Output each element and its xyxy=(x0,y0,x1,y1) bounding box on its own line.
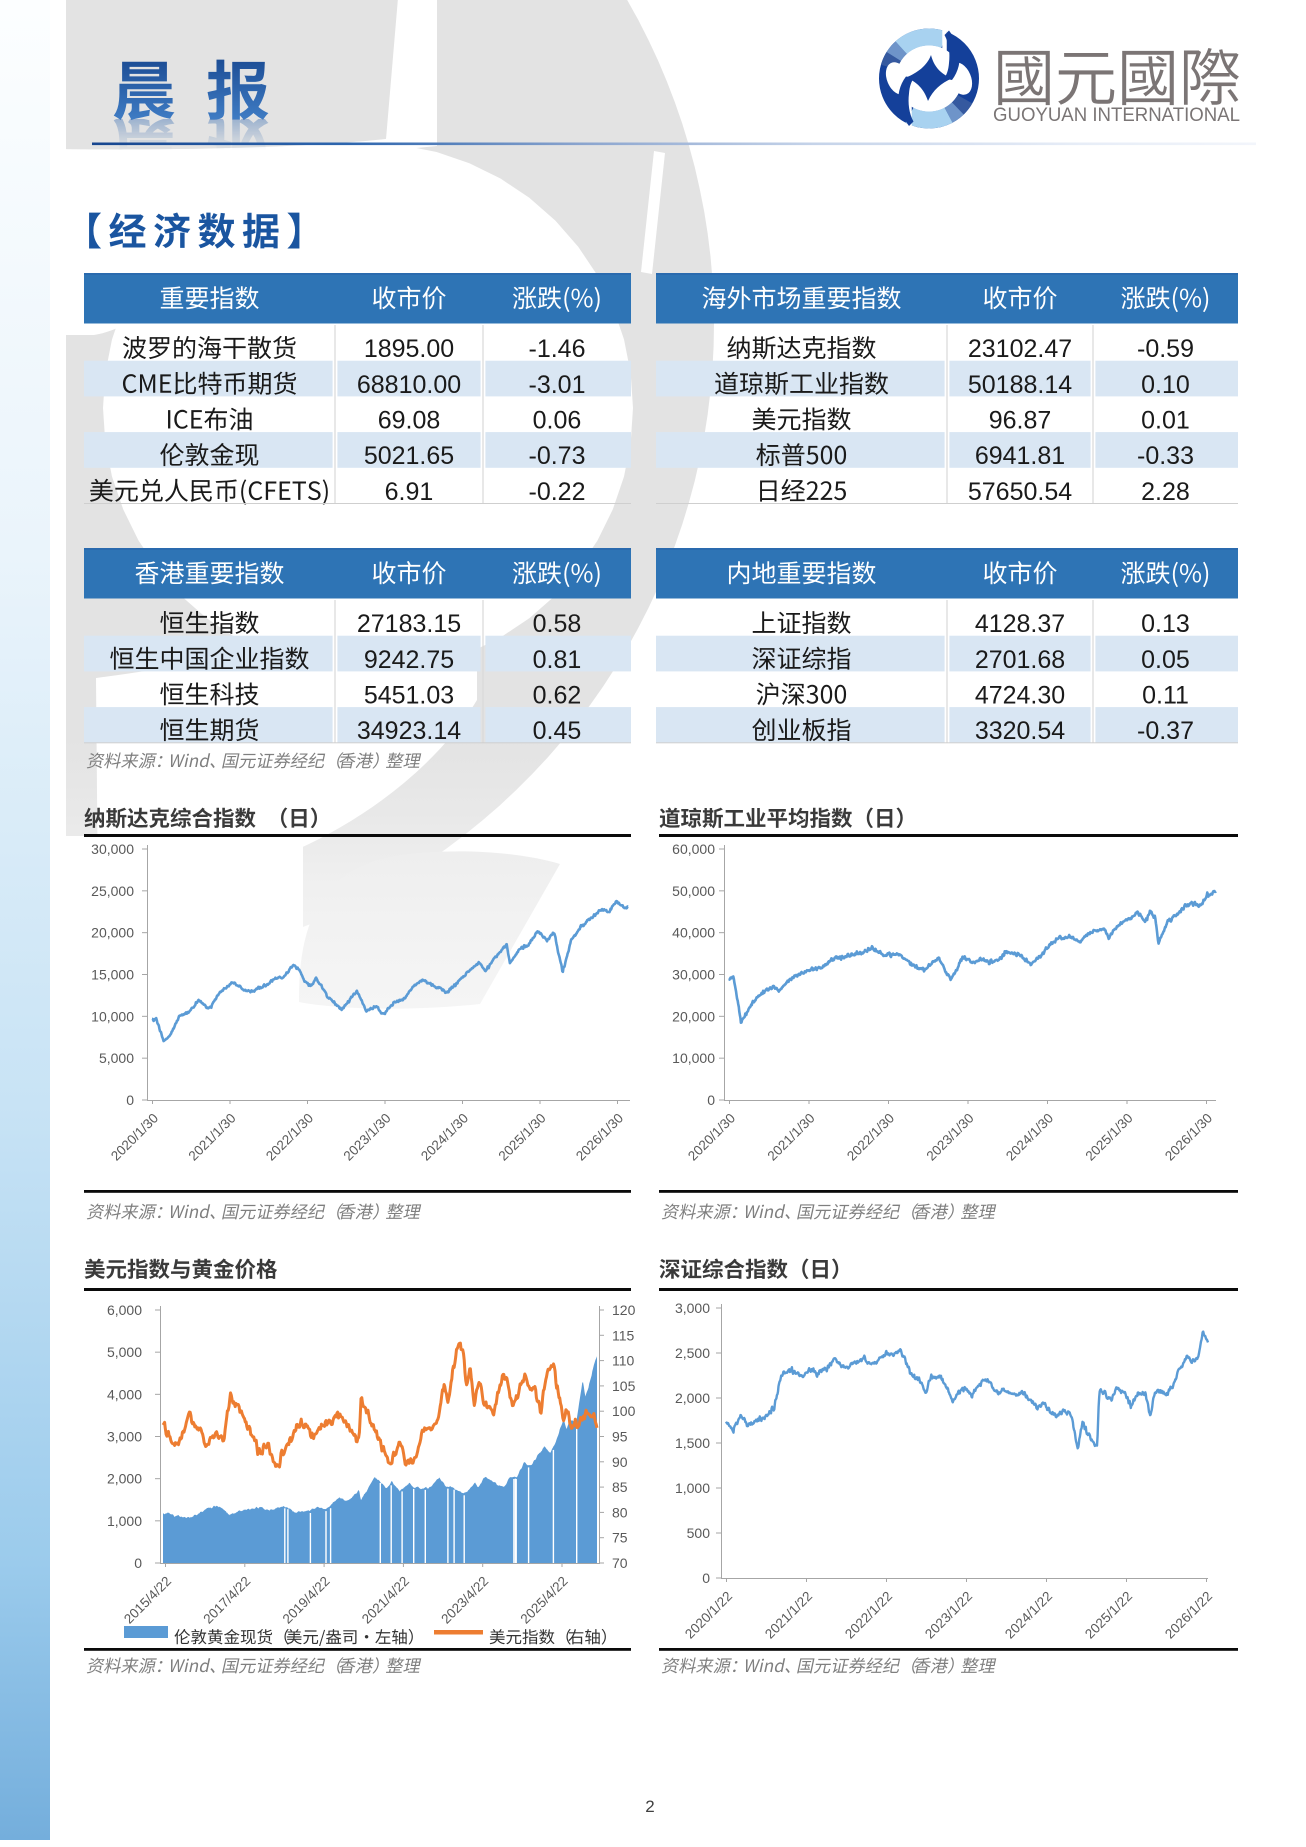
svg-text:85: 85 xyxy=(612,1479,628,1495)
svg-text:100: 100 xyxy=(612,1403,636,1419)
svg-text:-0.59: -0.59 xyxy=(1137,335,1194,363)
svg-text:95: 95 xyxy=(612,1429,628,1445)
svg-text:15,000: 15,000 xyxy=(91,967,134,983)
svg-text:2701.68: 2701.68 xyxy=(975,646,1065,674)
svg-text:1895.00: 1895.00 xyxy=(364,335,454,363)
svg-text:0.81: 0.81 xyxy=(533,646,582,674)
svg-text:5,000: 5,000 xyxy=(107,1344,142,1360)
svg-text:0.13: 0.13 xyxy=(1141,610,1190,638)
svg-text:-1.46: -1.46 xyxy=(529,335,586,363)
svg-text:5021.65: 5021.65 xyxy=(364,442,454,470)
svg-text:60,000: 60,000 xyxy=(672,841,715,857)
svg-text:68810.00: 68810.00 xyxy=(357,371,461,399)
svg-text:0: 0 xyxy=(134,1555,142,1571)
svg-text:2: 2 xyxy=(645,1797,654,1816)
svg-text:27183.15: 27183.15 xyxy=(357,610,461,638)
svg-text:50,000: 50,000 xyxy=(672,883,715,899)
svg-text:10,000: 10,000 xyxy=(91,1008,134,1024)
svg-text:50188.14: 50188.14 xyxy=(968,371,1072,399)
svg-text:2,000: 2,000 xyxy=(675,1390,710,1406)
svg-text:30,000: 30,000 xyxy=(91,841,134,857)
svg-text:0: 0 xyxy=(126,1092,134,1108)
svg-text:20,000: 20,000 xyxy=(672,1008,715,1024)
svg-text:-3.01: -3.01 xyxy=(529,371,586,399)
svg-text:2.28: 2.28 xyxy=(1141,478,1190,506)
svg-text:0.62: 0.62 xyxy=(533,681,582,709)
svg-text:0: 0 xyxy=(702,1570,710,1586)
svg-text:30,000: 30,000 xyxy=(672,967,715,983)
svg-text:2,000: 2,000 xyxy=(107,1471,142,1487)
svg-text:34923.14: 34923.14 xyxy=(357,717,461,745)
svg-text:6,000: 6,000 xyxy=(107,1302,142,1318)
svg-text:115: 115 xyxy=(612,1327,635,1343)
svg-text:0.05: 0.05 xyxy=(1141,646,1190,674)
svg-text:1,000: 1,000 xyxy=(107,1513,142,1529)
svg-text:70: 70 xyxy=(612,1555,628,1571)
svg-text:GUOYUAN INTERNATIONAL: GUOYUAN INTERNATIONAL xyxy=(993,104,1240,126)
svg-text:2,500: 2,500 xyxy=(675,1345,710,1361)
svg-text:5,000: 5,000 xyxy=(99,1050,134,1066)
svg-text:0.06: 0.06 xyxy=(533,406,582,434)
svg-text:3,000: 3,000 xyxy=(675,1300,710,1316)
svg-text:5451.03: 5451.03 xyxy=(364,681,454,709)
svg-text:20,000: 20,000 xyxy=(91,925,134,941)
svg-text:0.45: 0.45 xyxy=(533,717,582,745)
svg-text:6941.81: 6941.81 xyxy=(975,442,1065,470)
svg-text:0.01: 0.01 xyxy=(1141,406,1190,434)
svg-text:-0.37: -0.37 xyxy=(1137,717,1194,745)
svg-text:25,000: 25,000 xyxy=(91,883,134,899)
svg-text:23102.47: 23102.47 xyxy=(968,335,1072,363)
svg-text:0.10: 0.10 xyxy=(1141,371,1190,399)
svg-text:4,000: 4,000 xyxy=(107,1386,142,1402)
svg-text:110: 110 xyxy=(612,1353,635,1369)
svg-text:90: 90 xyxy=(612,1454,628,1470)
svg-text:96.87: 96.87 xyxy=(989,406,1052,434)
svg-text:3,000: 3,000 xyxy=(107,1429,142,1445)
svg-text:-0.33: -0.33 xyxy=(1137,442,1194,470)
svg-text:9242.75: 9242.75 xyxy=(364,646,454,674)
svg-text:-0.22: -0.22 xyxy=(529,478,586,506)
svg-text:3320.54: 3320.54 xyxy=(975,717,1065,745)
svg-text:6.91: 6.91 xyxy=(385,478,434,506)
svg-text:0.11: 0.11 xyxy=(1142,681,1189,709)
svg-text:120: 120 xyxy=(612,1302,636,1318)
svg-text:75: 75 xyxy=(612,1530,628,1546)
svg-text:-0.73: -0.73 xyxy=(529,442,586,470)
svg-text:80: 80 xyxy=(612,1504,628,1520)
svg-text:105: 105 xyxy=(612,1378,636,1394)
svg-text:69.08: 69.08 xyxy=(378,406,441,434)
svg-text:1,500: 1,500 xyxy=(675,1435,710,1451)
svg-text:1,000: 1,000 xyxy=(675,1480,710,1496)
svg-text:4724.30: 4724.30 xyxy=(975,681,1065,709)
svg-text:4128.37: 4128.37 xyxy=(975,610,1065,638)
svg-text:0.58: 0.58 xyxy=(533,610,582,638)
svg-text:500: 500 xyxy=(687,1525,711,1541)
svg-text:40,000: 40,000 xyxy=(672,925,715,941)
svg-text:0: 0 xyxy=(707,1092,715,1108)
svg-text:57650.54: 57650.54 xyxy=(968,478,1072,506)
svg-text:10,000: 10,000 xyxy=(672,1050,715,1066)
